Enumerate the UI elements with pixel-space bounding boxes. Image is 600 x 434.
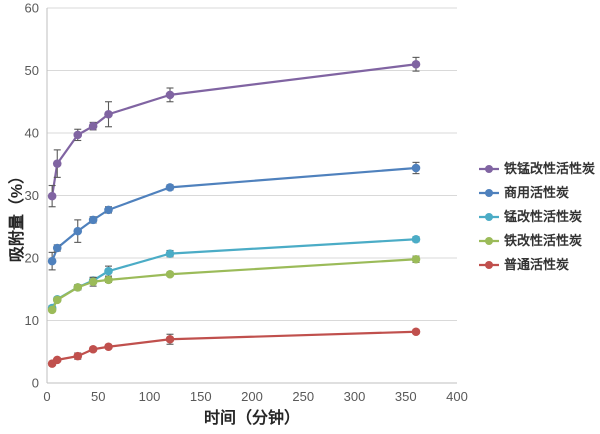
x-tick-label: 200 bbox=[241, 389, 263, 404]
x-axis-title: 时间（分钟） bbox=[204, 408, 300, 427]
x-tick-label: 300 bbox=[344, 389, 366, 404]
data-point bbox=[47, 256, 57, 266]
data-point bbox=[165, 249, 175, 258]
series-铁改性活性炭 bbox=[47, 254, 421, 315]
data-point bbox=[104, 275, 113, 285]
chart-legend: 铁锰改性活性炭 商用活性炭锰改性活性炭 铁改性活性炭 普通活性炭 bbox=[478, 160, 595, 273]
series-line bbox=[51, 258, 417, 311]
series-铁锰改性活性炭 bbox=[47, 56, 421, 208]
legend-label: 锰改性活性炭 bbox=[504, 209, 583, 224]
data-point bbox=[73, 226, 83, 236]
data-point bbox=[411, 163, 421, 173]
data-point bbox=[52, 243, 62, 253]
data-point bbox=[52, 295, 62, 305]
series-line bbox=[51, 166, 417, 262]
y-tick-label: 30 bbox=[25, 188, 39, 203]
legend-label: 铁改性活性炭 bbox=[504, 233, 583, 248]
legend-marker-icon bbox=[479, 260, 499, 269]
data-point bbox=[411, 234, 421, 244]
data-point bbox=[165, 183, 175, 192]
y-tick-label: 10 bbox=[25, 313, 39, 328]
data-point bbox=[104, 109, 113, 119]
legend-marker-icon bbox=[479, 236, 499, 245]
legend-item: 锰改性活性炭 bbox=[478, 208, 595, 225]
plot-area: 0 10 20 30 40 50 60 0 50 100 150 200 250 300 350 400 bbox=[25, 1, 468, 405]
data-point bbox=[73, 283, 83, 292]
legend-item: 铁锰改性活性炭 bbox=[478, 160, 595, 177]
series-商用活性炭 bbox=[47, 161, 421, 271]
data-point bbox=[47, 191, 57, 201]
y-tick-label: 40 bbox=[25, 126, 39, 141]
y-tick-label: 0 bbox=[32, 376, 39, 391]
y-tick-label: 50 bbox=[25, 63, 39, 78]
data-point bbox=[88, 121, 98, 131]
y-tick-label: 20 bbox=[25, 251, 39, 266]
x-tick-label: 50 bbox=[91, 389, 105, 404]
data-point bbox=[165, 269, 175, 279]
legend-marker-icon bbox=[479, 164, 499, 173]
x-tick-label: 150 bbox=[190, 389, 212, 404]
y-axis-title: 吸附量（%） bbox=[7, 168, 26, 262]
legend-marker-icon bbox=[479, 212, 499, 221]
legend-label: 铁锰改性活性炭 bbox=[504, 161, 596, 176]
data-point bbox=[88, 215, 98, 225]
data-point bbox=[73, 351, 83, 361]
x-tick-label: 0 bbox=[43, 389, 50, 404]
series-line bbox=[51, 63, 417, 197]
y-tick-label: 60 bbox=[25, 1, 39, 16]
data-point bbox=[88, 277, 98, 287]
x-tick-label: 400 bbox=[446, 389, 468, 404]
data-point bbox=[104, 205, 113, 215]
data-point bbox=[52, 355, 62, 365]
x-tick-label: 350 bbox=[395, 389, 417, 404]
series-普通活性炭 bbox=[47, 327, 421, 368]
legend-item: 商用活性炭 bbox=[478, 184, 595, 201]
series-锰改性活性炭 bbox=[47, 234, 421, 313]
data-point bbox=[411, 59, 421, 69]
data-point bbox=[88, 344, 98, 354]
legend-item: 普通活性炭 bbox=[478, 256, 595, 273]
data-point bbox=[165, 334, 175, 344]
legend-label: 商用活性炭 bbox=[504, 185, 570, 200]
data-point bbox=[47, 305, 57, 315]
data-point bbox=[411, 327, 421, 337]
data-point bbox=[411, 254, 421, 264]
legend-label: 普通活性炭 bbox=[504, 257, 570, 272]
data-point bbox=[165, 90, 175, 100]
legend-marker-icon bbox=[479, 188, 499, 197]
data-point bbox=[104, 342, 113, 352]
x-tick-label: 100 bbox=[139, 389, 161, 404]
data-point bbox=[73, 130, 83, 140]
legend-item: 铁改性活性炭 bbox=[478, 232, 595, 249]
data-point bbox=[104, 266, 113, 276]
x-tick-label: 250 bbox=[292, 389, 314, 404]
data-point bbox=[52, 159, 62, 168]
